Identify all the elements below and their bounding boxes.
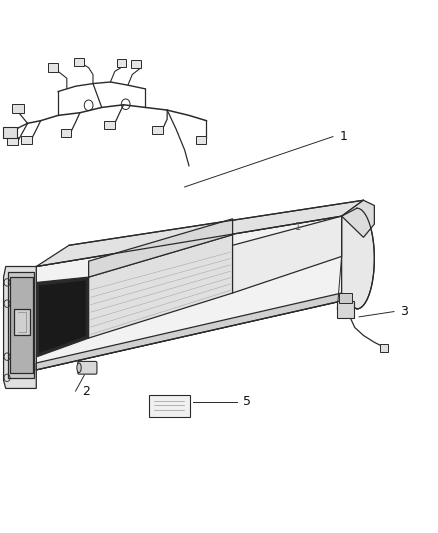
Polygon shape: [37, 277, 88, 357]
Ellipse shape: [77, 363, 81, 373]
FancyBboxPatch shape: [148, 395, 189, 417]
Polygon shape: [36, 216, 341, 370]
FancyBboxPatch shape: [78, 361, 97, 374]
FancyBboxPatch shape: [338, 293, 351, 303]
Polygon shape: [232, 216, 341, 293]
FancyBboxPatch shape: [47, 63, 58, 72]
FancyBboxPatch shape: [12, 104, 24, 114]
Polygon shape: [4, 266, 36, 389]
Polygon shape: [10, 277, 33, 373]
FancyBboxPatch shape: [336, 302, 353, 318]
Polygon shape: [8, 272, 34, 378]
Text: 3: 3: [399, 305, 407, 318]
Polygon shape: [341, 200, 374, 237]
FancyBboxPatch shape: [21, 135, 32, 144]
Text: 5: 5: [243, 395, 251, 408]
Polygon shape: [36, 200, 363, 266]
Text: 2: 2: [82, 385, 90, 398]
Polygon shape: [88, 235, 232, 338]
FancyBboxPatch shape: [152, 126, 162, 134]
Text: 1: 1: [339, 130, 346, 143]
Polygon shape: [39, 280, 86, 354]
FancyBboxPatch shape: [195, 135, 206, 144]
Polygon shape: [14, 309, 30, 335]
Polygon shape: [88, 219, 232, 277]
FancyBboxPatch shape: [7, 136, 18, 145]
Polygon shape: [36, 293, 341, 370]
FancyBboxPatch shape: [379, 344, 388, 352]
FancyBboxPatch shape: [104, 120, 115, 129]
FancyBboxPatch shape: [130, 60, 141, 68]
Text: 1: 1: [294, 222, 300, 232]
FancyBboxPatch shape: [3, 126, 17, 138]
FancyBboxPatch shape: [60, 128, 71, 137]
FancyBboxPatch shape: [74, 58, 84, 66]
FancyBboxPatch shape: [116, 59, 126, 67]
Polygon shape: [341, 208, 374, 309]
